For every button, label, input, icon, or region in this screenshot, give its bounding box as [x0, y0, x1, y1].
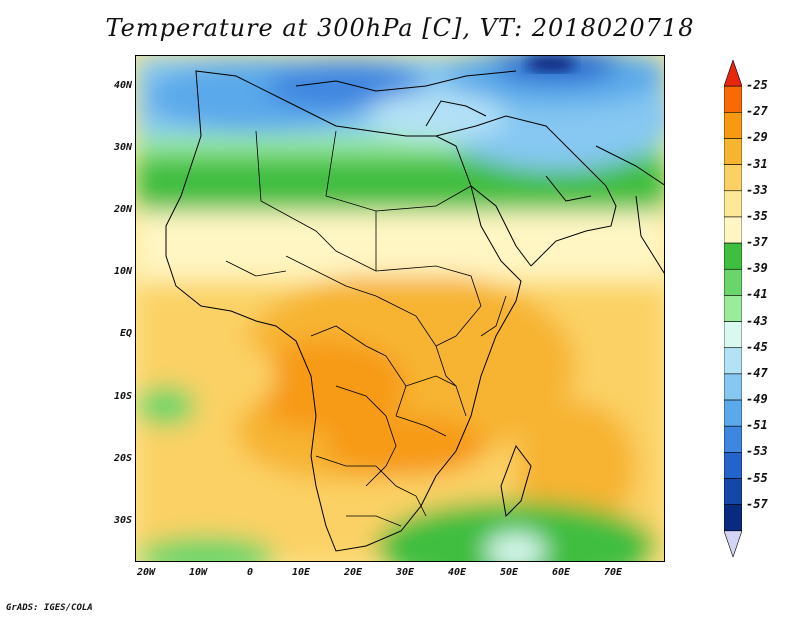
colorbar-swatch: [724, 190, 742, 218]
lat-label: EQ: [119, 328, 132, 339]
colorbar-swatch: [724, 112, 742, 139]
colorbar-label: -29: [746, 130, 768, 145]
colorbar-label: -37: [746, 235, 768, 250]
colorbar-swatch: [724, 347, 742, 375]
lat-label: 30N: [113, 142, 132, 153]
colorbar-swatch: [724, 373, 742, 401]
colorbar-swatch: [724, 399, 742, 427]
colorbar-label: -49: [746, 392, 768, 407]
lon-label: 0: [246, 567, 254, 578]
lon-label: 30E: [395, 567, 415, 578]
colorbar-swatch: [724, 164, 742, 192]
colorbar-label: -27: [746, 104, 768, 119]
country-borders: [225, 130, 507, 527]
lat-label: 20N: [113, 204, 132, 215]
map-svg: [136, 56, 664, 561]
colorbar-swatch: [724, 242, 742, 270]
colorbar-label: -45: [746, 339, 768, 354]
colorbar-swatch: [724, 295, 742, 322]
temperature-field: [136, 56, 664, 561]
colorbar-label: -25: [746, 78, 768, 93]
lon-label: 10W: [188, 567, 208, 578]
colorbar-label: -53: [746, 444, 768, 459]
colorbar-label: -35: [746, 208, 768, 223]
lat-label: 30S: [113, 515, 132, 526]
lon-label: 10E: [291, 567, 311, 578]
colorbar-swatch: [724, 478, 742, 505]
lat-label: 20S: [113, 453, 132, 464]
lon-label: 60E: [551, 567, 571, 578]
colorbar-swatch: [724, 452, 742, 479]
lon-label: 70E: [603, 567, 623, 578]
colorbar-arrow-top: [724, 60, 742, 87]
colorbar-label: -51: [746, 418, 768, 433]
colorbar-swatch: [724, 138, 742, 165]
colorbar-swatch: [724, 85, 742, 113]
colorbar-swatch: [724, 504, 742, 532]
colorbar-arrow-bottom: [724, 530, 742, 557]
temperature-map: [135, 55, 665, 562]
lat-label: 10N: [113, 266, 132, 277]
credit-text: GrADS: IGES/COLA: [6, 603, 93, 613]
colorbar-label: -31: [746, 156, 768, 171]
colorbar-swatch: [724, 321, 742, 349]
coastlines: [165, 70, 664, 552]
colorbar-label: -47: [746, 365, 768, 380]
chart-title: Temperature at 300hPa [C], VT: 201802071…: [105, 14, 695, 42]
lon-label: 40E: [447, 567, 467, 578]
colorbar-label: -43: [746, 313, 768, 328]
colorbar-label: -41: [746, 287, 768, 302]
colorbar-label: -39: [746, 261, 768, 276]
colorbar-swatch: [724, 216, 742, 244]
lon-label: 20W: [136, 567, 156, 578]
lat-label: 40N: [113, 80, 132, 91]
cold-core: [526, 56, 576, 72]
colorbar-label: -55: [746, 470, 768, 485]
colorbar-swatch: [724, 425, 742, 453]
colorbar-label: -33: [746, 182, 768, 197]
lat-label: 10S: [113, 391, 132, 402]
lon-label: 20E: [343, 567, 363, 578]
colorbar-swatch: [724, 268, 742, 296]
colorbar: [724, 60, 742, 557]
colorbar-label: -57: [746, 496, 768, 511]
lon-label: 50E: [499, 567, 519, 578]
